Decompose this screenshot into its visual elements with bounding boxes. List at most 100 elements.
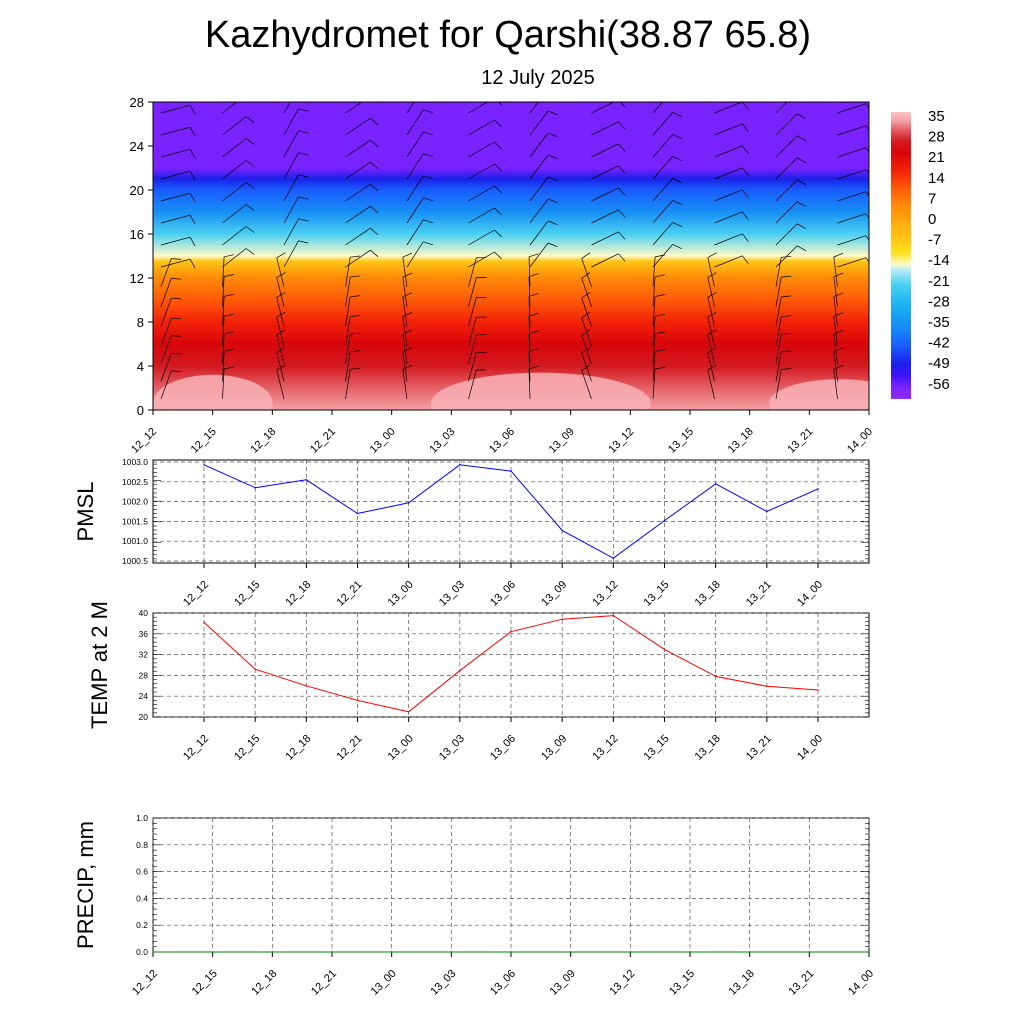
x-tick-label: 13_09 bbox=[547, 426, 577, 456]
wind-barb bbox=[402, 364, 413, 400]
x-tick-label: 13_12 bbox=[590, 733, 620, 763]
wind-barb bbox=[775, 179, 807, 202]
y-tick-label: 8 bbox=[137, 315, 144, 330]
wind-barb bbox=[402, 329, 413, 364]
data-point bbox=[510, 630, 512, 633]
wind-barb bbox=[591, 187, 626, 202]
wind-barb bbox=[775, 350, 792, 382]
wind-barb bbox=[160, 297, 182, 327]
wind-barb bbox=[652, 222, 682, 246]
wind-barb bbox=[160, 126, 196, 137]
x-tick-label: 12_21 bbox=[308, 426, 338, 456]
wind-barb bbox=[345, 332, 361, 364]
wind-barb bbox=[775, 135, 807, 158]
wind-barb bbox=[406, 109, 434, 136]
wind-barb bbox=[468, 251, 502, 268]
wind-barb bbox=[468, 296, 487, 327]
wind-barb bbox=[160, 370, 182, 400]
colorbar-scale bbox=[891, 112, 911, 399]
wind-barb bbox=[528, 365, 539, 400]
wind-barb bbox=[581, 272, 592, 307]
wind-barb bbox=[468, 119, 502, 136]
wind-barb bbox=[222, 348, 234, 382]
data-point bbox=[356, 512, 359, 515]
x-tick-label: 14_00 bbox=[795, 579, 825, 609]
x-tick-label: 12_18 bbox=[248, 426, 278, 456]
chart-subtitle: 12 July 2025 bbox=[481, 67, 594, 89]
x-tick-label: 13_00 bbox=[369, 968, 399, 998]
wind-barb bbox=[581, 364, 592, 400]
data-point bbox=[459, 464, 461, 466]
data-point bbox=[203, 621, 205, 624]
x-tick-label: 12_15 bbox=[190, 968, 220, 998]
wind-barb bbox=[652, 294, 665, 327]
wind-barb bbox=[775, 315, 792, 347]
wind-barb bbox=[283, 196, 309, 224]
data-point bbox=[407, 502, 410, 504]
wind-barb bbox=[345, 315, 361, 347]
x-tick-label: 13_00 bbox=[368, 426, 398, 456]
wind-barb bbox=[468, 316, 487, 347]
x-tick-label: 13_09 bbox=[539, 579, 569, 609]
wind-barb bbox=[581, 347, 592, 382]
y-tick-label: 0.0 bbox=[136, 947, 148, 957]
wind-barb bbox=[345, 183, 379, 202]
data-point bbox=[407, 711, 410, 713]
wind-barb bbox=[406, 241, 434, 268]
wind-barb bbox=[276, 364, 286, 400]
data-point bbox=[211, 951, 214, 953]
x-tick-label: 12_21 bbox=[335, 733, 365, 763]
wind-barb bbox=[345, 102, 379, 114]
wind-barb bbox=[160, 214, 196, 225]
wind-barb bbox=[529, 154, 558, 180]
x-tick-label: 13_12 bbox=[590, 579, 620, 609]
data-point bbox=[714, 483, 717, 485]
wind-barb bbox=[222, 293, 234, 327]
wind-barb bbox=[529, 176, 558, 202]
wind-barb bbox=[222, 248, 255, 268]
wind-barb bbox=[833, 312, 844, 347]
y-axis-label: PMSL bbox=[73, 482, 98, 542]
wind-barb bbox=[406, 102, 415, 114]
colorbar-label: -28 bbox=[928, 293, 950, 310]
colorbar-labels: 35 28 21 14 7 0 -7 -14 -21 -28 -35 -42 -49 -56 bbox=[928, 108, 950, 393]
wind-barb bbox=[160, 278, 182, 307]
wind-barb bbox=[528, 253, 539, 287]
y-tick-label: 20 bbox=[130, 183, 144, 198]
wind-barb bbox=[222, 274, 234, 307]
data-point bbox=[561, 529, 563, 532]
wind-barb bbox=[528, 273, 539, 307]
pmsl-panel: 1000.5 1001.0 1001.5 1002.0 1002.5 1003.0 12_1… bbox=[73, 457, 870, 609]
colorbar-label: 28 bbox=[928, 129, 945, 146]
wind-barb bbox=[406, 197, 434, 224]
wind-barb bbox=[222, 204, 255, 224]
x-tick-label: 12_12 bbox=[129, 426, 159, 456]
x-tick-label: 13_00 bbox=[386, 579, 416, 609]
warm-pocket bbox=[153, 374, 273, 410]
wind-barb bbox=[652, 134, 682, 158]
colorbar-label: 0 bbox=[928, 211, 936, 228]
wind-barb bbox=[775, 113, 807, 136]
wind-barb bbox=[833, 252, 844, 287]
wind-barb bbox=[775, 223, 807, 246]
wind-barb bbox=[529, 220, 558, 246]
x-tick-label: 13_09 bbox=[539, 733, 569, 763]
warm-pocket bbox=[769, 379, 869, 410]
wind-barb bbox=[528, 312, 539, 347]
y-tick-label: 40 bbox=[139, 608, 149, 618]
wind-barb bbox=[160, 352, 182, 382]
wind-barb bbox=[714, 211, 749, 224]
data-point bbox=[629, 951, 632, 953]
x-tick-label: 12_15 bbox=[232, 579, 262, 609]
wind-barb bbox=[775, 295, 792, 327]
y-tick-label: 0 bbox=[137, 403, 144, 418]
x-tick-label: 13_15 bbox=[667, 968, 697, 998]
wind-barb bbox=[402, 312, 413, 347]
wind-barb bbox=[283, 174, 309, 202]
y-tick-label: 0.4 bbox=[136, 893, 148, 903]
heatmap-x-axis: 12_12 12_15 12_18 12_21 13_00 13_03 13_06 13_09… bbox=[129, 410, 875, 456]
heatmap-y-axis: 0 4 8 12 16 20 24 28 bbox=[130, 95, 153, 418]
wind-barb bbox=[283, 152, 309, 180]
wind-barb bbox=[652, 200, 682, 224]
x-tick-label: 13_03 bbox=[437, 579, 467, 609]
